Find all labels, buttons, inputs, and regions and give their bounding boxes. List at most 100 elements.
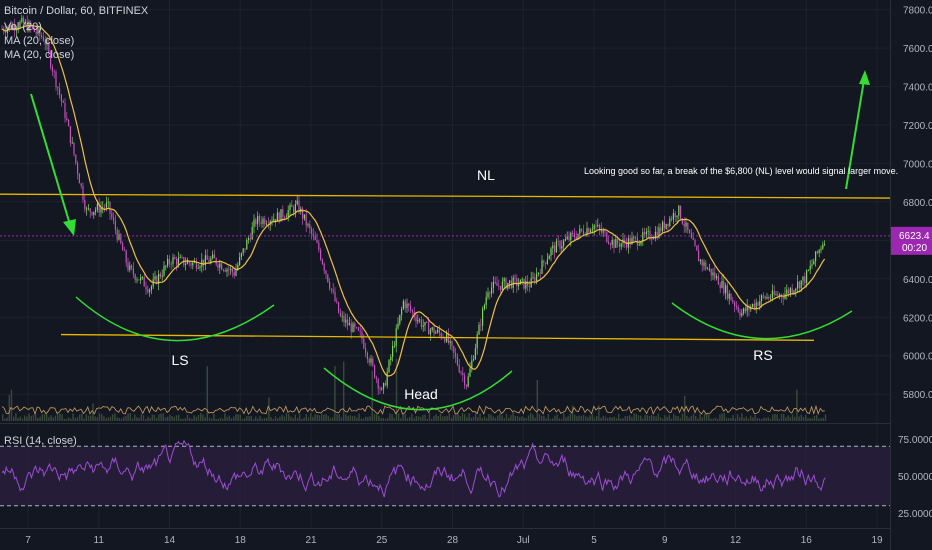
price-axis-divider (890, 0, 891, 550)
candle-body (327, 274, 329, 282)
volume-bar (266, 417, 268, 421)
volume-bar (21, 418, 24, 421)
volume-bar (307, 417, 310, 421)
candle-body (316, 240, 318, 243)
candle-body (197, 268, 199, 269)
volume-bar (791, 414, 794, 421)
volume-bar (787, 415, 789, 421)
candle-body (624, 239, 626, 243)
candle-body (726, 285, 728, 299)
candle-body (640, 241, 642, 245)
candle-body (485, 297, 487, 306)
rsi-tick-label: 25.0000 (898, 509, 932, 520)
volume-bar (609, 416, 611, 421)
volume-bar (334, 366, 336, 421)
candle-body (703, 262, 705, 266)
price-tick-label: 6800.0 (903, 198, 932, 209)
candle-body (678, 205, 680, 216)
candle-body (273, 218, 275, 222)
volume-bar (699, 413, 701, 421)
volume-bar (670, 418, 673, 421)
candle-body (779, 294, 781, 296)
volume-bar (158, 414, 160, 421)
volume-bar (327, 415, 329, 421)
volume-bar (640, 415, 642, 421)
candle-body (818, 249, 820, 253)
downtrend-arrow-head (63, 219, 76, 236)
volume-bar (268, 397, 270, 421)
volume-bar (200, 413, 202, 421)
candle-body (438, 329, 440, 334)
candle-body (755, 302, 757, 309)
time-axis[interactable]: 7 11 14 18 21 25 28 Jul 5 9 12 16 19 (25, 535, 883, 546)
volume-indicator-label[interactable]: Vol (20) (4, 21, 42, 33)
candle-body (343, 315, 345, 323)
symbol-title: Bitcoin / Dollar, 60, BITFINEX (4, 5, 149, 17)
volume-bar (57, 413, 59, 421)
candle-body (680, 205, 682, 220)
price-tick-label: 7800.0 (903, 6, 932, 17)
candle-body (401, 308, 403, 315)
candle-body (136, 279, 138, 281)
candle-body (689, 230, 691, 234)
last-price-badge (891, 226, 932, 255)
candle-body (231, 268, 233, 273)
candle-body (721, 280, 723, 288)
price-axis[interactable]: 5800.06000.06200.06400.06600.06800.07000… (891, 6, 932, 521)
volume-bar (538, 413, 541, 421)
volume-bar (387, 418, 389, 421)
candle-body (347, 319, 349, 326)
candle-body (158, 273, 160, 284)
ma-indicator-label[interactable]: MA (20, close) (4, 35, 75, 47)
head-label: Head (404, 386, 437, 402)
volume-bar (514, 415, 516, 421)
volume-bar (120, 418, 123, 421)
ma-indicator-label-2[interactable]: MA (20, close) (4, 49, 75, 61)
candle-body (372, 358, 374, 366)
candle-body (82, 185, 84, 201)
volume-bar (681, 413, 684, 421)
candle-body (132, 267, 134, 275)
volume-bar (637, 415, 640, 421)
volume-bar (541, 415, 543, 421)
volume-bar (475, 413, 477, 421)
candle-body (500, 285, 502, 290)
candle-body (546, 259, 548, 264)
volume-bar (224, 413, 226, 421)
candle-body (696, 245, 698, 251)
volume-bar (800, 414, 802, 421)
volume-bar (316, 414, 318, 421)
volume-bar (217, 418, 219, 421)
volume-bar (373, 413, 376, 421)
time-tick-label: 14 (164, 535, 176, 546)
volume-bar (706, 413, 708, 421)
candle-body (109, 201, 111, 214)
candle-body (525, 281, 527, 289)
candle-body (120, 234, 122, 244)
candle-body (10, 25, 12, 30)
volume-bar (149, 418, 151, 421)
candle-body (251, 226, 253, 240)
candle-body (458, 364, 460, 372)
candle-body (716, 276, 718, 279)
candle-body (280, 209, 282, 222)
time-tick-label: 18 (235, 535, 247, 546)
candle-body (806, 270, 808, 284)
candle-body (672, 213, 674, 220)
candle-body (788, 289, 790, 294)
candle-body (150, 286, 152, 290)
candle-body (140, 277, 142, 281)
volume-bar (19, 416, 21, 421)
candle-body (217, 264, 219, 268)
volume-bar (360, 418, 362, 421)
candle-body (246, 239, 248, 250)
candle-body (62, 101, 64, 103)
candle-body (449, 341, 451, 343)
volume-bar (431, 418, 433, 421)
volume-bar (96, 417, 98, 421)
candle-body (338, 302, 340, 313)
rsi-indicator-label[interactable]: RSI (14, close) (4, 435, 77, 447)
volume-bar (488, 414, 490, 421)
candle-body (359, 330, 361, 332)
